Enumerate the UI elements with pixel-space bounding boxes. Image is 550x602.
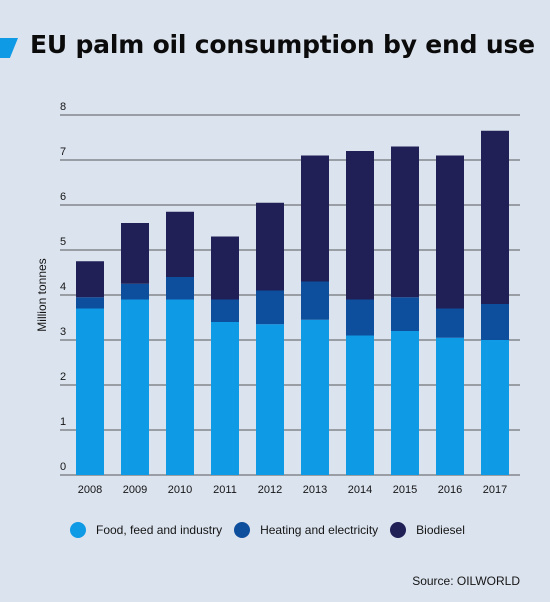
bar-segment-biodiesel: [301, 155, 329, 282]
y-tick-label: 5: [60, 236, 66, 248]
bar-segment-food: [76, 308, 104, 475]
y-tick-label: 6: [60, 191, 66, 203]
y-tick-label: 8: [60, 101, 66, 113]
bar-segment-heating: [121, 283, 149, 300]
bar-segment-food: [211, 322, 239, 475]
bar-segment-food: [166, 299, 194, 475]
bar-segment-biodiesel: [166, 211, 194, 277]
legend-item-food: Food, feed and industry: [70, 522, 222, 538]
chart-legend: Food, feed and industry Heating and elec…: [70, 522, 477, 538]
x-tick-label: 2014: [348, 484, 372, 496]
bar-segment-biodiesel: [211, 236, 239, 300]
source-note: Source: OILWORLD: [412, 574, 520, 588]
x-tick-label: 2013: [303, 484, 327, 496]
legend-label-biodiesel: Biodiesel: [416, 523, 465, 537]
y-tick-label: 2: [60, 371, 66, 383]
bar-segment-biodiesel: [346, 151, 374, 300]
bar-segment-food: [391, 331, 419, 475]
bar-segment-heating: [391, 297, 419, 331]
bar-segment-heating: [481, 304, 509, 340]
bar-segment-biodiesel: [481, 130, 509, 304]
bar-segment-biodiesel: [121, 223, 149, 284]
bar-segment-heating: [211, 299, 239, 322]
bar-segment-food: [256, 324, 284, 475]
y-tick-label: 3: [60, 326, 66, 338]
bar-segment-heating: [256, 290, 284, 325]
legend-label-food: Food, feed and industry: [96, 523, 223, 537]
y-axis-label: Million tonnes: [35, 258, 49, 331]
bar-segment-food: [346, 335, 374, 475]
legend-label-heating: Heating and electricity: [260, 523, 379, 537]
x-tick-label: 2008: [78, 484, 102, 496]
bar-segment-food: [301, 319, 329, 475]
bar-segment-biodiesel: [436, 155, 464, 309]
bar-segment-heating: [166, 277, 194, 300]
bar-segment-heating: [346, 299, 374, 336]
x-tick-label: 2011: [213, 484, 237, 496]
x-tick-label: 2010: [168, 484, 192, 496]
bar-segment-food: [481, 340, 509, 475]
x-tick-label: 2016: [438, 484, 462, 496]
bar-segment-biodiesel: [76, 261, 104, 298]
x-tick-label: 2009: [123, 484, 147, 496]
y-tick-label: 0: [60, 461, 66, 473]
legend-item-heating: Heating and electricity: [234, 522, 378, 538]
y-tick-label: 7: [60, 146, 66, 158]
bar-segment-heating: [436, 308, 464, 338]
y-tick-label: 1: [60, 416, 66, 428]
x-tick-label: 2017: [483, 484, 507, 496]
legend-swatch-biodiesel: [390, 522, 407, 538]
bar-segment-food: [121, 299, 149, 475]
bar-segment-biodiesel: [256, 202, 284, 291]
chart-title: EU palm oil consumption by end use: [30, 30, 535, 59]
x-tick-label: 2012: [258, 484, 282, 496]
bar-segment-heating: [76, 297, 104, 309]
bar-segment-biodiesel: [391, 146, 419, 298]
legend-item-biodiesel: Biodiesel: [390, 522, 465, 538]
bar-segment-heating: [301, 281, 329, 320]
legend-swatch-heating: [234, 522, 251, 538]
x-tick-label: 2015: [393, 484, 417, 496]
bar-segment-food: [436, 337, 464, 475]
legend-swatch-food: [70, 522, 86, 538]
y-tick-label: 4: [60, 281, 66, 293]
